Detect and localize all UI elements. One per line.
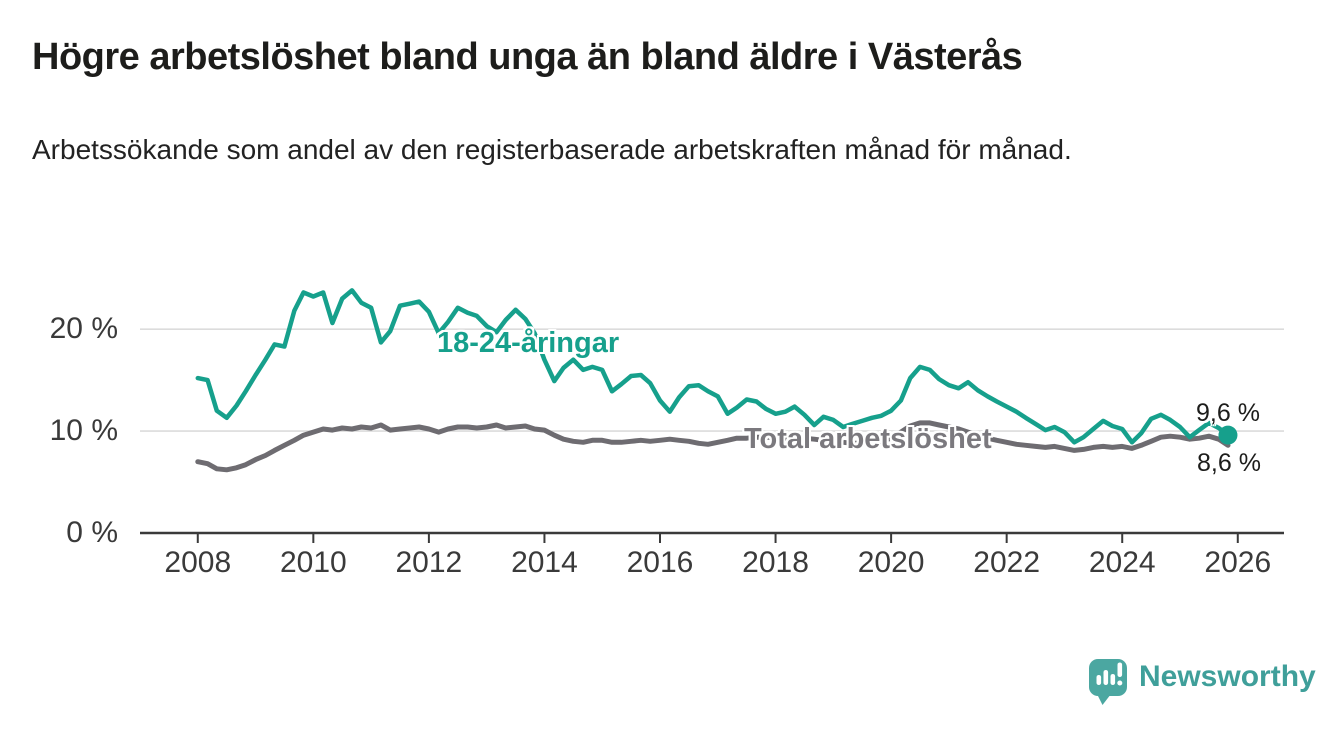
- newsworthy-bubble-icon: [1089, 659, 1127, 705]
- x-tick-label-2008: 2008: [164, 546, 232, 579]
- logo-wordmark: Newsworthy: [1139, 660, 1316, 693]
- x-tick-label-2022: 2022: [973, 546, 1041, 579]
- x-tick-label-2014: 2014: [511, 546, 578, 579]
- young-end-value-label: 9,6 %: [1196, 399, 1260, 427]
- x-tick-label-2016: 2016: [626, 546, 694, 579]
- x-tick-label-2026: 2026: [1204, 546, 1272, 579]
- x-tick-label-2024: 2024: [1088, 546, 1156, 579]
- page-title: Högre arbetslöshet bland unga än bland ä…: [32, 36, 1023, 78]
- y-tick-label-20: 20 %: [49, 312, 118, 346]
- series-line-total-arbetsl-shet: [195, 420, 1231, 473]
- series-end-dot: [1218, 425, 1238, 445]
- series-line-18-24-ringar: [195, 288, 1231, 445]
- bar-chart-exclamation-glyph: [1096, 662, 1123, 686]
- y-tick-label-10: 10 %: [49, 414, 118, 448]
- young-series-label: 18-24-åringar: [437, 327, 620, 359]
- x-tick-label-2018: 2018: [742, 546, 809, 579]
- chart-subtitle: Arbetssökande som andel av den registerb…: [32, 134, 1072, 165]
- x-tick-label-2012: 2012: [395, 546, 463, 579]
- x-tick-label-2020: 2020: [857, 546, 925, 579]
- total-end-value-label: 8,6 %: [1197, 449, 1261, 477]
- total-series-label: Total arbetslöshet: [744, 423, 992, 455]
- newsworthy-logo: Newsworthy: [1086, 656, 1316, 708]
- x-tick-label-2010: 2010: [279, 546, 347, 579]
- y-tick-label-0: 0 %: [66, 516, 118, 549]
